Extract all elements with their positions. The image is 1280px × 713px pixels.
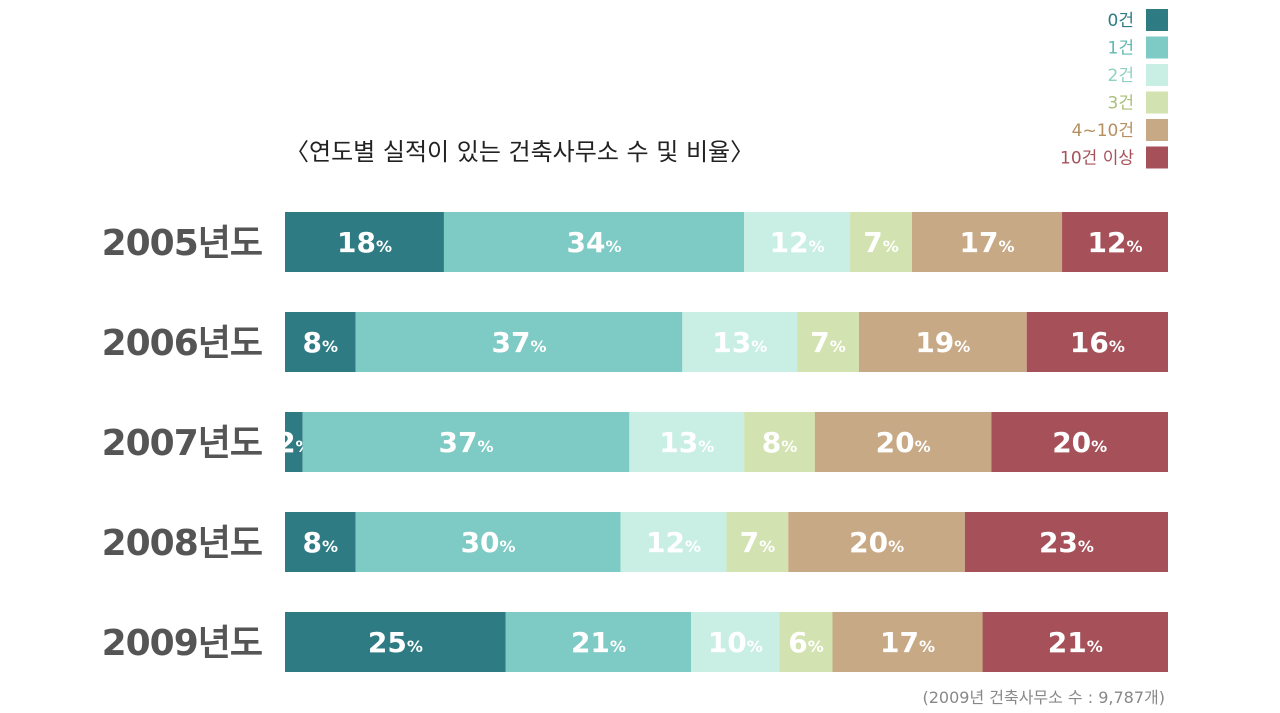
bar-segment [629, 412, 745, 472]
bar-row: 2006년도 8% 37% 13% 7% 19% 16% [102, 312, 1168, 372]
data-label: 16% [1070, 326, 1125, 359]
bar-segment [302, 412, 630, 472]
category-label: 2009년도 [102, 623, 262, 664]
data-label: 12% [1088, 226, 1143, 259]
data-label: 13% [712, 326, 767, 359]
legend-label: 1건 [1108, 39, 1134, 59]
legend-item: 0건 [1108, 9, 1168, 31]
category-label: 2005년도 [102, 223, 262, 264]
legend-label: 4~10건 [1072, 121, 1134, 141]
data-label: 25% [368, 626, 423, 659]
bar-segment [858, 312, 1027, 372]
bar-segment [788, 512, 965, 572]
legend: 0건 1건 2건 3건 4~10건 10건 이상 [1060, 9, 1168, 169]
legend-swatch [1146, 9, 1168, 31]
bar-segment [691, 612, 780, 672]
bar-segment [285, 412, 303, 472]
data-label: 8% [762, 426, 798, 459]
data-label: 34% [567, 226, 622, 259]
data-label: 7% [740, 526, 776, 559]
data-label: 8% [303, 526, 339, 559]
chart-title: 〈연도별 실적이 있는 건축사무소 수 및 비율〉 [285, 138, 754, 166]
category-label: 2008년도 [102, 523, 262, 564]
data-label: 30% [461, 526, 516, 559]
category-label: 2006년도 [102, 323, 262, 364]
legend-item: 1건 [1108, 36, 1168, 59]
legend-swatch [1146, 119, 1168, 141]
legend-swatch [1146, 64, 1168, 86]
bar-segment [982, 612, 1168, 672]
data-label: 6% [788, 626, 824, 659]
legend-label: 0건 [1108, 11, 1134, 31]
bar-segment [1062, 212, 1168, 272]
bar-row: 2009년도 25% 21% 10% 6% 17% 21% [102, 612, 1168, 672]
data-label: 12% [770, 226, 825, 259]
data-label: 20% [876, 426, 931, 459]
data-label: 7% [863, 226, 899, 259]
bar-segment [285, 212, 444, 272]
legend-swatch [1146, 146, 1168, 169]
bar-segment [1026, 312, 1168, 372]
bar-row: 2005년도 18% 34% 12% 7% 17% 12% [102, 212, 1168, 272]
data-label: 10% [708, 626, 763, 659]
data-label: 17% [880, 626, 935, 659]
legend-label: 10건 이상 [1060, 149, 1134, 169]
legend-item: 4~10건 [1072, 119, 1168, 141]
bar-segment [285, 512, 356, 572]
bar-segment [443, 212, 745, 272]
bar-segment [991, 412, 1168, 472]
bar-segment [620, 512, 727, 572]
legend-item: 2건 [1108, 64, 1168, 86]
bar-segment [911, 212, 1063, 272]
data-label: 37% [439, 426, 494, 459]
data-label: 19% [915, 326, 970, 359]
data-label: 21% [571, 626, 626, 659]
bar-segment [285, 312, 356, 372]
bar-segment [744, 412, 815, 472]
category-label: 2007년도 [102, 423, 262, 464]
bar-segment [682, 312, 798, 372]
legend-label: 3건 [1108, 94, 1134, 114]
bar-segment [832, 612, 983, 672]
bar-segment [355, 512, 621, 572]
bar-segment [814, 412, 992, 472]
bar-segment [285, 612, 506, 672]
data-label: 17% [959, 226, 1014, 259]
legend-swatch [1146, 91, 1168, 114]
data-label: 21% [1048, 626, 1103, 659]
bar-segment [779, 612, 833, 672]
bar-segment [355, 312, 683, 372]
data-label: 37% [491, 326, 546, 359]
data-label: 8% [303, 326, 339, 359]
footnote: (2009년 건축사무소 수 : 9,787개) [922, 688, 1165, 707]
data-label: 20% [849, 526, 904, 559]
legend-swatch [1146, 36, 1168, 59]
bar-rows: 2005년도 18% 34% 12% 7% 17% 12% 2006년도 8% 37% 13% 7% 1… [102, 212, 1168, 672]
bar-segment [744, 212, 851, 272]
legend-item: 3건 [1108, 91, 1168, 114]
data-label: 7% [810, 326, 846, 359]
bar-segment [964, 512, 1168, 572]
bar-segment [850, 212, 912, 272]
data-label: 20% [1052, 426, 1107, 459]
data-label: 12% [646, 526, 701, 559]
data-label: 23% [1039, 526, 1094, 559]
legend-item: 10건 이상 [1060, 146, 1168, 169]
bar-segment [726, 512, 789, 572]
data-label: 13% [659, 426, 714, 459]
bar-row: 2008년도 8% 30% 12% 7% 20% 23% [102, 512, 1168, 572]
legend-label: 2건 [1108, 66, 1134, 86]
bar-segment [797, 312, 859, 372]
data-label: 18% [337, 226, 392, 259]
bar-segment [505, 612, 692, 672]
